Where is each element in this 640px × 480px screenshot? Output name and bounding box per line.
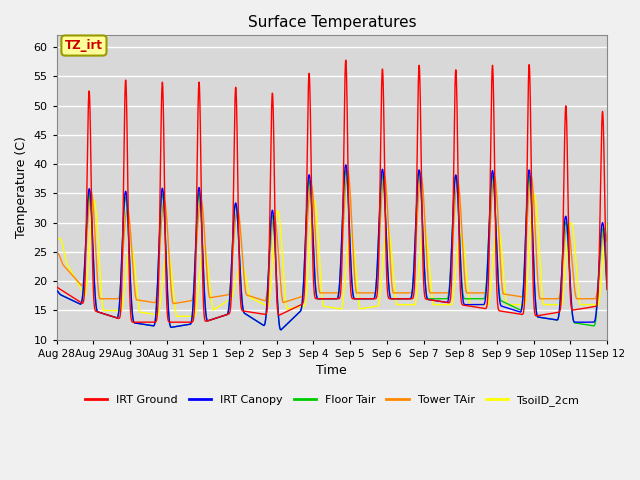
Y-axis label: Temperature (C): Temperature (C) bbox=[15, 137, 28, 239]
IRT Ground bbox=[131, 319, 139, 325]
TsoilD_2cm bbox=[240, 266, 248, 272]
Tower TAir bbox=[470, 290, 478, 296]
Floor Tair bbox=[53, 288, 61, 294]
IRT Canopy bbox=[455, 222, 463, 228]
Floor Tair bbox=[573, 321, 581, 326]
Line: TsoilD_2cm: TsoilD_2cm bbox=[57, 194, 607, 316]
Tower TAir bbox=[344, 168, 351, 174]
Tower TAir bbox=[603, 239, 611, 244]
IRT Canopy bbox=[580, 319, 588, 325]
Floor Tair bbox=[455, 220, 463, 226]
Tower TAir bbox=[53, 250, 61, 256]
Floor Tair bbox=[603, 287, 611, 292]
Legend: IRT Ground, IRT Canopy, Floor Tair, Tower TAir, TsoilD_2cm: IRT Ground, IRT Canopy, Floor Tair, Towe… bbox=[81, 391, 583, 410]
Title: Surface Temperatures: Surface Temperatures bbox=[248, 15, 416, 30]
TsoilD_2cm bbox=[603, 221, 611, 227]
Floor Tair bbox=[580, 322, 588, 327]
X-axis label: Time: Time bbox=[316, 364, 347, 377]
Tower TAir bbox=[573, 296, 581, 301]
Text: TZ_irt: TZ_irt bbox=[65, 39, 103, 52]
IRT Ground bbox=[573, 307, 581, 312]
IRT Canopy bbox=[240, 309, 248, 315]
Floor Tair bbox=[314, 295, 321, 301]
TsoilD_2cm bbox=[173, 313, 180, 319]
IRT Canopy bbox=[53, 288, 61, 294]
IRT Ground bbox=[240, 308, 248, 314]
IRT Canopy bbox=[603, 281, 611, 287]
IRT Canopy bbox=[470, 302, 478, 308]
Line: IRT Ground: IRT Ground bbox=[57, 60, 607, 322]
Tower TAir bbox=[314, 264, 321, 270]
Floor Tair bbox=[342, 168, 349, 174]
Line: IRT Canopy: IRT Canopy bbox=[57, 165, 607, 330]
Line: Floor Tair: Floor Tair bbox=[57, 171, 607, 330]
TsoilD_2cm bbox=[573, 273, 581, 279]
IRT Canopy bbox=[277, 327, 285, 333]
TsoilD_2cm bbox=[580, 302, 588, 308]
Floor Tair bbox=[277, 327, 285, 333]
TsoilD_2cm bbox=[531, 191, 538, 197]
Floor Tair bbox=[470, 296, 478, 301]
Tower TAir bbox=[455, 185, 463, 191]
IRT Ground bbox=[470, 304, 478, 310]
IRT Ground bbox=[314, 296, 321, 301]
IRT Ground bbox=[580, 305, 588, 311]
IRT Canopy bbox=[314, 295, 321, 301]
TsoilD_2cm bbox=[455, 237, 463, 243]
Tower TAir bbox=[240, 271, 248, 277]
TsoilD_2cm bbox=[314, 219, 321, 225]
IRT Canopy bbox=[342, 162, 349, 168]
IRT Ground bbox=[53, 284, 61, 290]
IRT Ground bbox=[603, 287, 611, 292]
Floor Tair bbox=[240, 309, 248, 315]
Tower TAir bbox=[170, 300, 177, 306]
Tower TAir bbox=[580, 296, 588, 301]
IRT Ground bbox=[342, 57, 349, 63]
TsoilD_2cm bbox=[53, 238, 61, 243]
Line: Tower TAir: Tower TAir bbox=[57, 171, 607, 303]
TsoilD_2cm bbox=[470, 302, 478, 308]
IRT Canopy bbox=[573, 319, 581, 325]
IRT Ground bbox=[455, 238, 463, 243]
